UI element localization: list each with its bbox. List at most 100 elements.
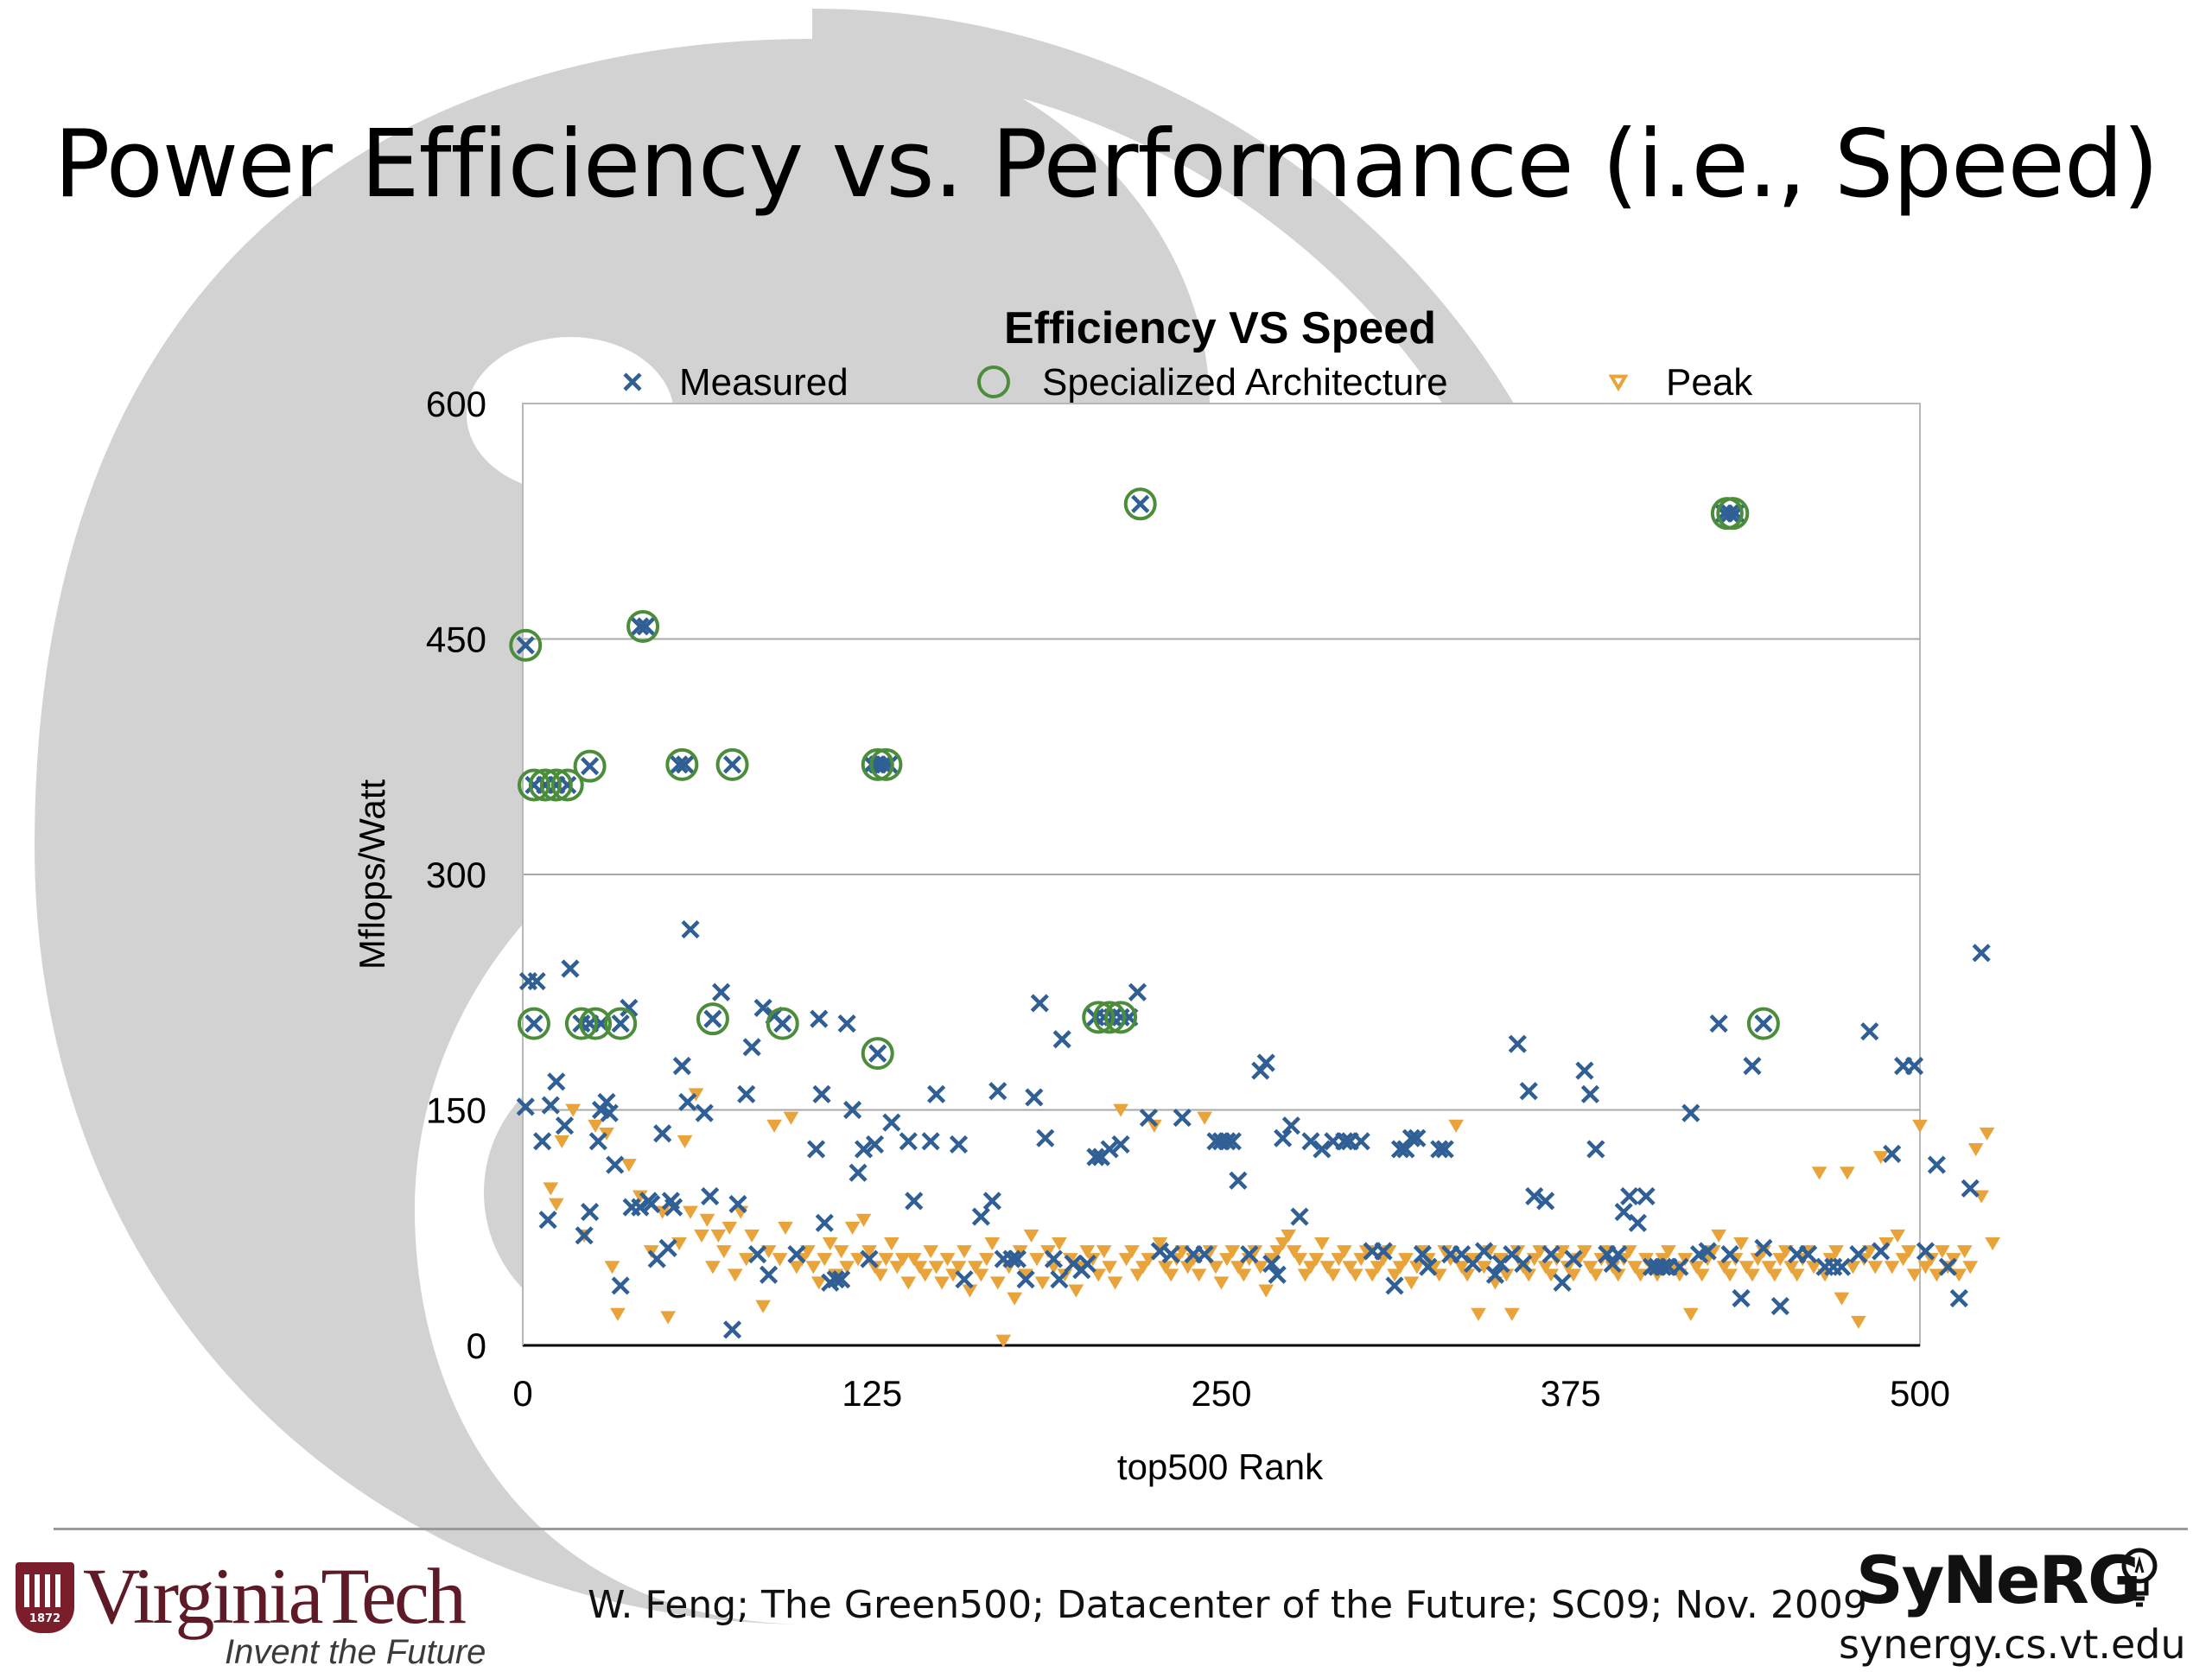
measured-point <box>678 1092 697 1112</box>
peak-point <box>1956 1245 1973 1259</box>
measured-point <box>1385 1276 1404 1295</box>
peak-point <box>1364 1268 1381 1282</box>
peak-point <box>995 1334 1012 1348</box>
measured-point <box>588 1132 607 1151</box>
measured-point <box>1916 1242 1936 1261</box>
measured-point <box>843 1100 862 1120</box>
measured-point <box>905 1192 924 1211</box>
measured-point <box>899 1132 918 1151</box>
measured-point <box>1614 1202 1633 1222</box>
measured-point <box>672 1057 691 1076</box>
synerg-wordmark: SyNeRG <box>1856 1542 2141 1618</box>
measured-point <box>1681 1103 1700 1122</box>
peak-point <box>1917 1261 1934 1275</box>
peak-point <box>1208 1261 1224 1275</box>
measured-point <box>1050 1270 1069 1289</box>
measured-point <box>516 1097 535 1116</box>
measured-point <box>1519 1082 1538 1101</box>
measured-point <box>606 1155 625 1174</box>
peak-point <box>1230 1261 1246 1275</box>
measured-point <box>1564 1249 1583 1268</box>
measured-point <box>1832 1257 1852 1276</box>
peak-point <box>554 1135 570 1149</box>
peak-point <box>1303 1261 1319 1275</box>
measured-point <box>1430 1140 1449 1159</box>
specialized-point <box>766 1007 799 1040</box>
measured-point <box>1007 1249 1027 1268</box>
peak-point <box>721 1221 738 1235</box>
measured-point <box>737 1084 756 1103</box>
measured-point <box>927 1084 946 1103</box>
measured-point <box>1872 1242 1891 1261</box>
peak-point <box>822 1237 838 1251</box>
peak-point <box>1694 1268 1710 1282</box>
y-axis-title: Mflops/Watt <box>352 779 392 970</box>
vt-shield-year: 1872 <box>29 1612 61 1625</box>
measured-point <box>1025 1088 1044 1107</box>
peak-point <box>621 1159 637 1173</box>
peak-point <box>894 1253 911 1267</box>
peak-point <box>1627 1261 1643 1275</box>
peak-point <box>1828 1245 1844 1259</box>
measured-point <box>849 1163 868 1182</box>
peak-point <box>850 1253 866 1267</box>
peak-point <box>1113 1103 1128 1117</box>
peak-point <box>1453 1261 1470 1275</box>
vt-shield-icon: 1872 <box>16 1562 74 1633</box>
measured-point <box>653 1124 672 1143</box>
slide-title: Power Efficiency vs. Performance (i.e., … <box>54 111 2158 219</box>
peak-point <box>884 1237 899 1251</box>
measured-point <box>1553 1273 1572 1292</box>
x-tick-label: 500 <box>1890 1373 1950 1414</box>
specialized-point <box>1716 497 1750 531</box>
peak-point <box>973 1268 989 1282</box>
measured-point <box>1603 1254 1622 1274</box>
peak-point <box>1023 1229 1039 1243</box>
peak-point <box>1292 1253 1307 1267</box>
measured-point <box>1229 1171 1248 1190</box>
peak-point <box>694 1229 709 1243</box>
measured-point <box>636 617 655 636</box>
measured-point <box>701 1186 720 1206</box>
measured-point <box>982 1192 1001 1211</box>
measured-point <box>832 1270 851 1289</box>
peak-point <box>1772 1253 1789 1267</box>
peak-point <box>1269 1245 1286 1259</box>
measured-point <box>620 998 639 1018</box>
peak-point <box>968 1261 983 1275</box>
measured-point <box>787 1245 806 1264</box>
peak-point <box>1052 1237 1067 1251</box>
peak-point <box>1034 1276 1051 1290</box>
measured-point <box>575 1226 594 1245</box>
specialized-point <box>626 609 660 643</box>
measured-point <box>1036 1128 1055 1148</box>
measured-point <box>949 1135 969 1154</box>
peak-point <box>917 1268 933 1282</box>
measured-point <box>1413 1245 1432 1264</box>
measured-point <box>1720 504 1739 523</box>
peak-point <box>833 1245 849 1259</box>
measured-point <box>1860 1022 1879 1041</box>
specialized-point <box>861 747 894 781</box>
peak-point <box>861 1245 877 1259</box>
peak-point <box>1403 1276 1420 1290</box>
measured-point <box>1575 1061 1594 1080</box>
measured-point <box>826 1270 845 1289</box>
measured-point <box>581 1202 600 1222</box>
measured-point <box>695 1103 714 1122</box>
peak-point <box>1682 1307 1699 1321</box>
specialized-point <box>1082 1001 1116 1034</box>
measured-point <box>1161 1245 1180 1264</box>
measured-point <box>1268 1265 1287 1284</box>
peak-point <box>1118 1253 1135 1267</box>
measured-point <box>681 919 700 939</box>
measured-point <box>1030 994 1049 1013</box>
measured-point <box>1904 1057 1924 1076</box>
measured-point <box>760 1265 779 1284</box>
measured-point <box>722 755 742 774</box>
measured-point <box>812 1084 831 1103</box>
measured-point <box>1301 1132 1320 1151</box>
measured-point <box>1335 1132 1354 1151</box>
measured-point <box>1514 1254 1533 1274</box>
peak-point <box>778 1221 793 1235</box>
